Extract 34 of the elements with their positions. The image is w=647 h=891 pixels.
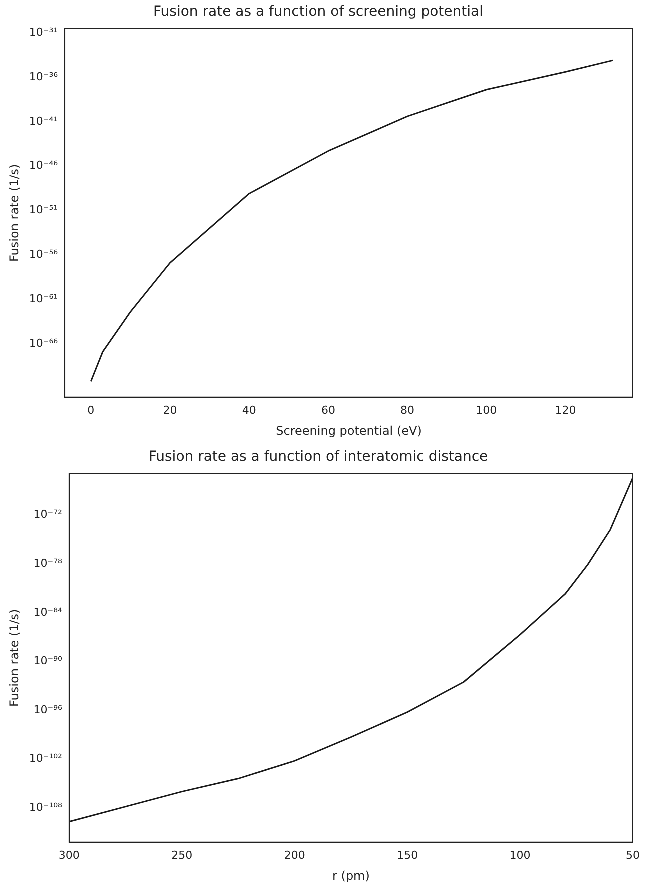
y-tick-label: 10⁻⁵⁶ (29, 248, 59, 262)
x-tick-label: 150 (397, 848, 418, 862)
y-tick-label: 10⁻⁶⁶ (29, 336, 59, 350)
x-tick-label: 100 (510, 848, 531, 862)
y-tick-label: 10⁻⁵¹ (29, 204, 58, 217)
x-tick-label: 200 (284, 848, 306, 862)
y-tick-label: 10⁻⁴⁶ (29, 159, 59, 172)
x-tick-label: 120 (555, 404, 576, 417)
y-tick-label: 10⁻¹⁰² (29, 752, 62, 766)
chart-title: Fusion rate as a function of interatomic distance (148, 449, 488, 466)
y-tick-label: 10⁻⁸⁴ (34, 606, 64, 619)
x-tick-label: 80 (400, 404, 415, 417)
y-tick-label: 10⁻¹⁰⁸ (29, 800, 64, 814)
y-tick-label: 10⁻³¹ (29, 26, 58, 39)
y-tick-label: 10⁻⁹⁰ (34, 654, 64, 668)
x-tick-label: 300 (58, 848, 80, 862)
x-tick-label: 60 (321, 404, 336, 417)
x-tick-label: 100 (476, 404, 498, 417)
y-tick-label: 10⁻³⁶ (29, 70, 59, 84)
y-tick-label: 10⁻⁶¹ (29, 292, 58, 306)
x-axis-title: r (pm) (332, 868, 370, 883)
x-tick-label: 0 (88, 404, 95, 417)
y-axis-title: Fusion rate (1/s) (7, 609, 22, 707)
x-axis-title: Screening potential (eV) (276, 424, 422, 438)
x-tick-label: 20 (163, 404, 178, 417)
y-tick-label: 10⁻⁹⁶ (34, 703, 64, 716)
x-tick-label: 250 (172, 848, 193, 862)
x-tick-label: 40 (242, 404, 256, 417)
chart-title: Fusion rate as a function of screening potential (154, 4, 484, 20)
y-axis-title: Fusion rate (1/s) (7, 164, 22, 262)
y-tick-label: 10⁻⁴¹ (29, 114, 58, 128)
y-tick-label: 10⁻⁷⁸ (34, 557, 64, 570)
y-tick-label: 10⁻⁷² (34, 508, 62, 522)
x-tick-label: 50 (626, 848, 640, 862)
